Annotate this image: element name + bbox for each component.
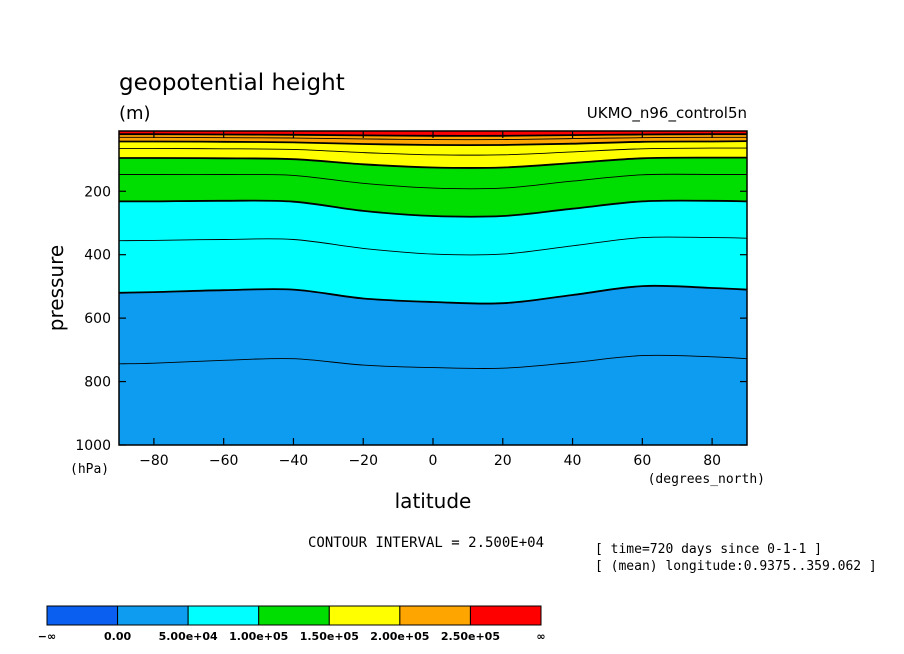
colorbar-swatch — [117, 605, 189, 626]
colorbar-swatch — [187, 605, 260, 626]
x-tick-label: −20 — [348, 453, 378, 469]
x-axis: −80 −60 −40 −20 0 20 40 60 80 — [139, 131, 721, 469]
colorbar-label: 2.50e+05 — [441, 630, 500, 643]
colorbar-label: −∞ — [38, 630, 56, 643]
time-note: [ time=720 days since 0-1-1 ] — [595, 542, 822, 557]
x-tick-label: 0 — [429, 453, 438, 469]
contour-line-50000 — [119, 284, 747, 305]
y-tick-label: 200 — [84, 184, 111, 200]
x-tick-label: 60 — [633, 453, 651, 469]
colorbar-swatch — [469, 605, 542, 626]
x-axis-units: (degrees_north) — [648, 472, 765, 487]
colorbar-label: 1.00e+05 — [229, 630, 288, 643]
dataset-label: UKMO_n96_control5n — [587, 104, 747, 123]
x-tick-label: −60 — [209, 453, 239, 469]
colorbar-label: 0.00 — [104, 630, 131, 643]
x-tick-label: −40 — [279, 453, 309, 469]
y-tick-label: 1000 — [75, 438, 111, 454]
y-tick-label: 600 — [84, 311, 111, 327]
contour-line-100000 — [119, 199, 747, 218]
x-axis-label: latitude — [395, 489, 472, 513]
x-tick-label: −80 — [139, 453, 169, 469]
longitude-note: [ (mean) longitude:0.9375..359.062 ] — [595, 559, 877, 574]
x-tick-label: 40 — [564, 453, 582, 469]
y-axis: 200 400 600 800 1000 — [75, 184, 747, 454]
colorbar-swatch — [46, 605, 119, 626]
contour-line-175000 — [119, 147, 747, 156]
contour-line-125000 — [119, 173, 747, 190]
y-axis-label: pressure — [44, 245, 68, 331]
x-tick-label: 20 — [494, 453, 512, 469]
contour-line-150000 — [119, 156, 747, 169]
colorbar-swatch — [258, 605, 330, 626]
colorbar-swatch — [399, 605, 471, 626]
contour-line-225000 — [119, 136, 747, 141]
colorbar-label: 5.00e+04 — [159, 630, 218, 643]
plot-area — [119, 131, 747, 445]
colorbar-label: ∞ — [536, 630, 545, 643]
contour-line-25000 — [119, 354, 747, 370]
x-tick-label: 80 — [703, 453, 721, 469]
contour-interval-text: CONTOUR INTERVAL = 2.500E+04 — [308, 535, 544, 551]
colorbar-swatch — [328, 605, 401, 626]
chart-units: (m) — [119, 103, 151, 124]
colorbar-label: 2.00e+05 — [370, 630, 429, 643]
chart-title: geopotential height — [119, 70, 345, 96]
contour-line-75000 — [119, 236, 747, 256]
colorbar: −∞ 0.00 5.00e+04 1.00e+05 1.50e+05 2.00e+05 2.… — [38, 605, 546, 643]
y-tick-label: 800 — [84, 375, 111, 391]
colorbar-label: 1.50e+05 — [300, 630, 359, 643]
contour-line-200000 — [119, 140, 747, 147]
y-axis-units: (hPa) — [70, 462, 109, 477]
y-tick-label: 400 — [84, 248, 111, 264]
